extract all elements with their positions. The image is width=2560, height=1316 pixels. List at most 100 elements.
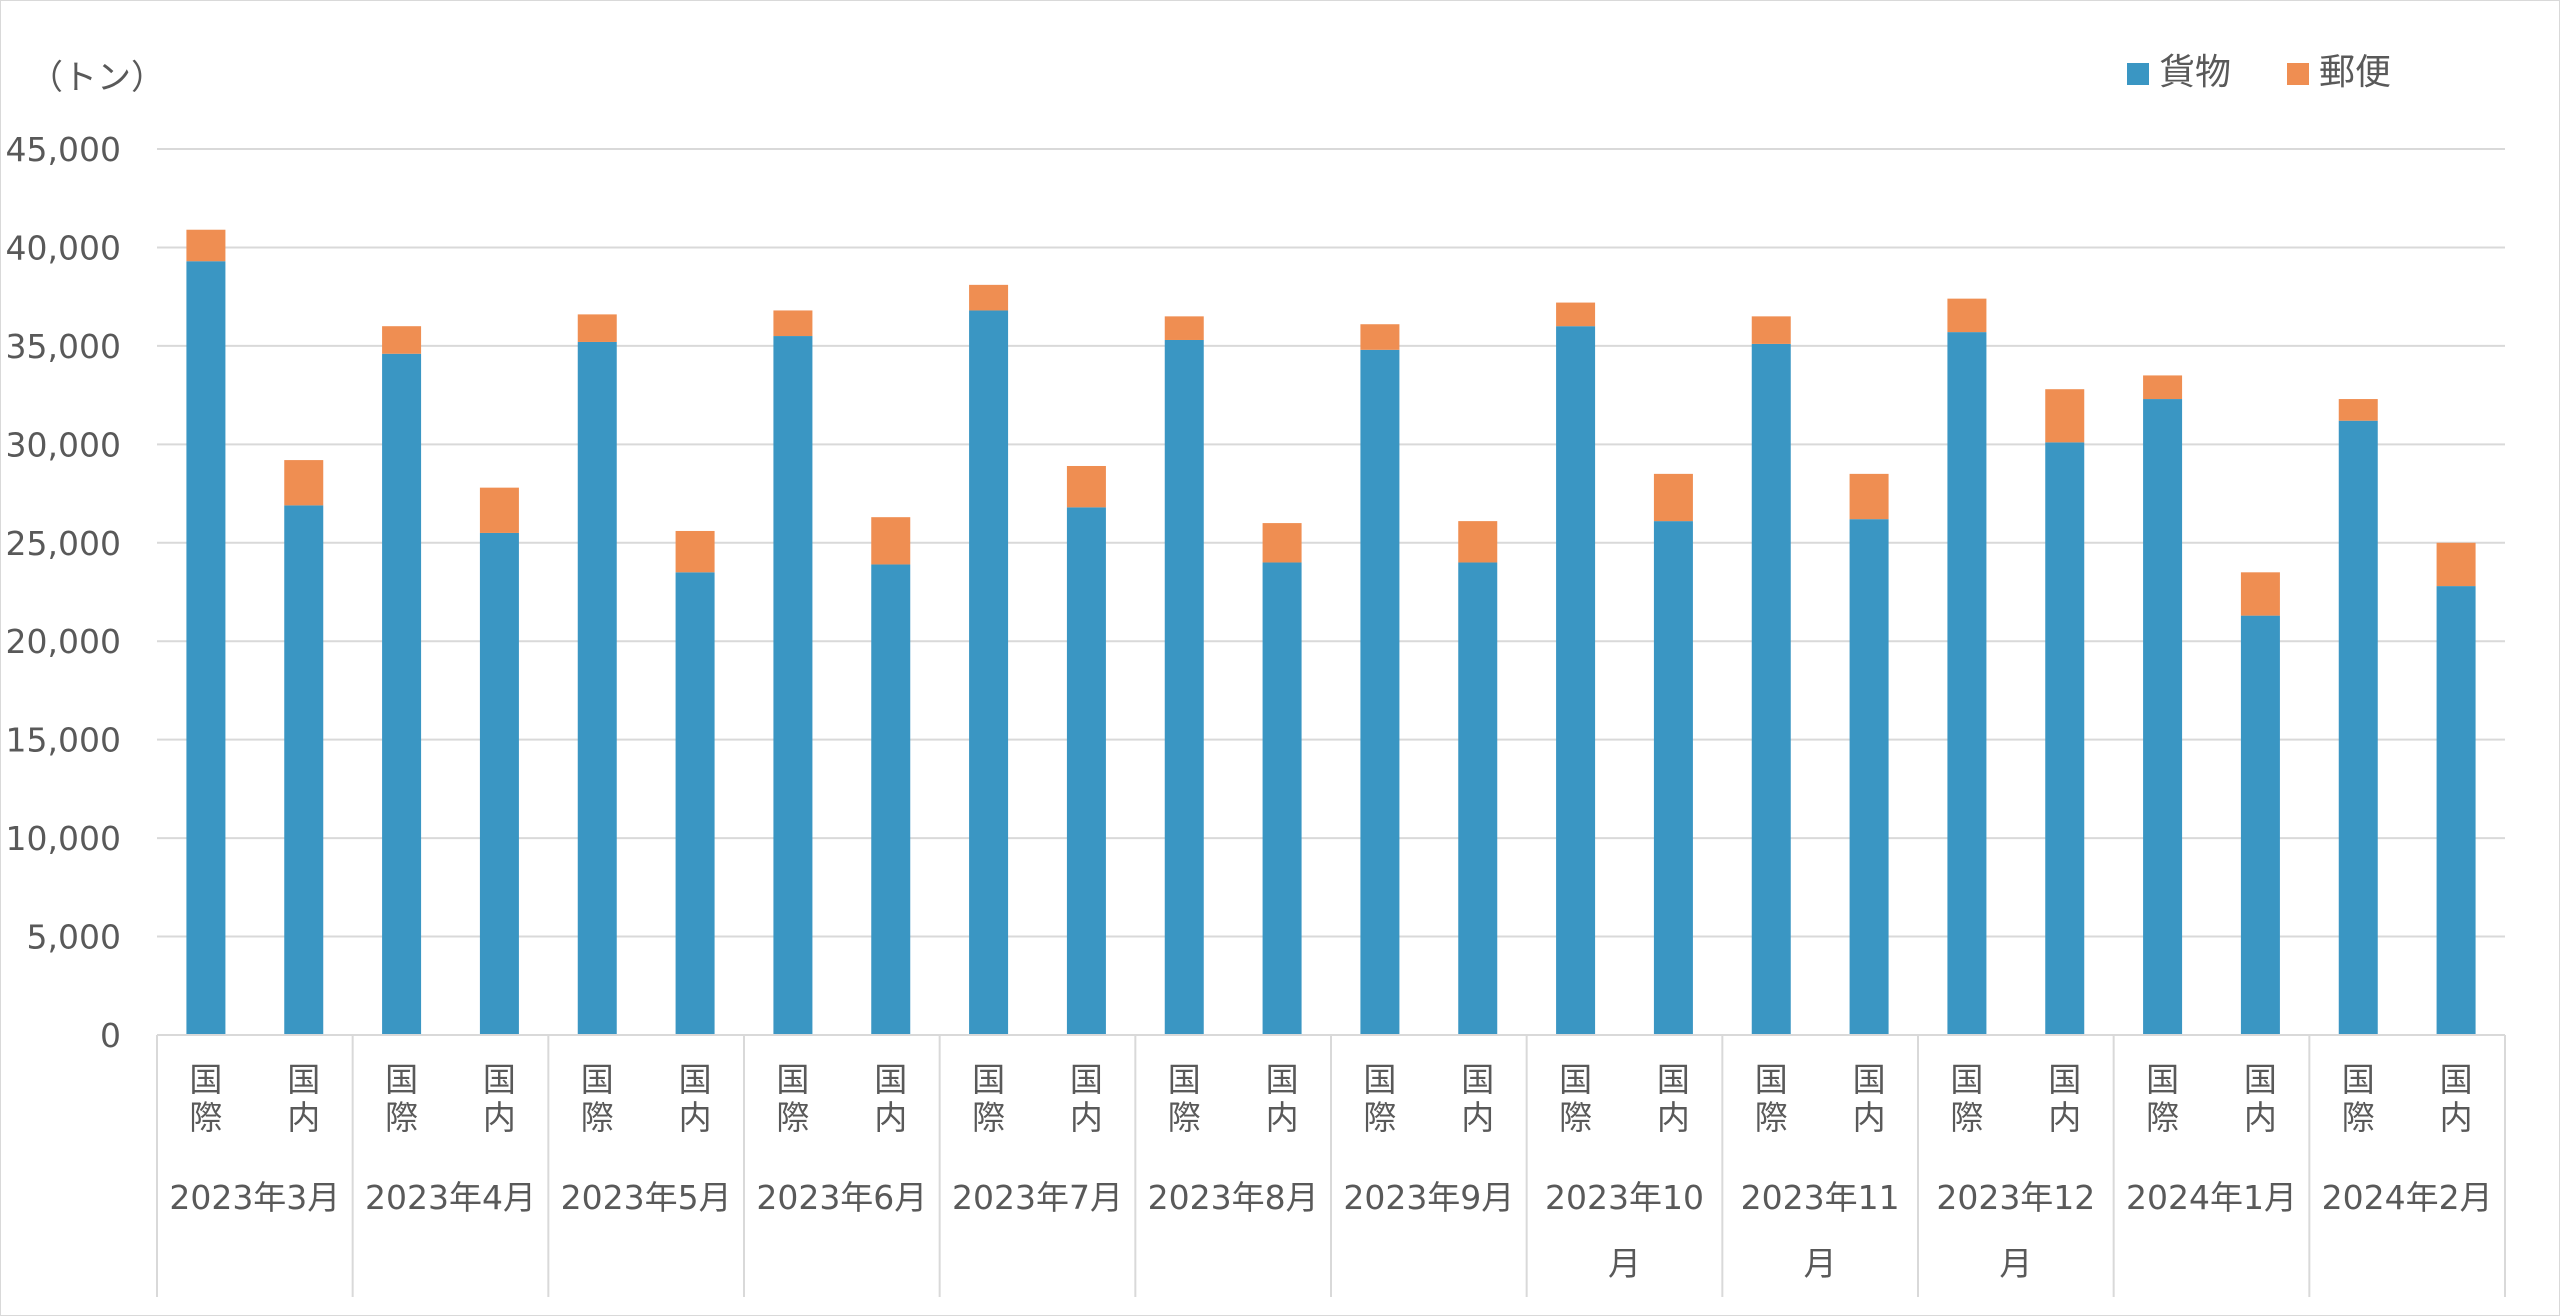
x-subcategory-label: 国 xyxy=(581,1060,614,1099)
x-subcategory-label: 国 xyxy=(2440,1060,2473,1099)
bar-cargo xyxy=(2240,615,2280,1035)
x-subcategory-label: 際 xyxy=(1950,1098,1983,1137)
y-tick-label: 20,000 xyxy=(6,622,121,661)
x-group-label: 2023年5月 xyxy=(561,1178,732,1217)
y-tick-label: 40,000 xyxy=(6,228,121,267)
bars xyxy=(186,229,2476,1036)
bar-mail xyxy=(2143,375,2183,400)
x-subcategory-label: 内 xyxy=(1070,1098,1103,1137)
bar-cargo xyxy=(2045,442,2085,1035)
y-axis: 0 5,000 10,000 15,000 20,000 25,000 30,000 35,0… xyxy=(6,130,121,1055)
bar-mail xyxy=(675,530,715,573)
legend: 貨物 郵便 xyxy=(2127,52,2391,93)
y-tick-label: 30,000 xyxy=(6,425,121,464)
bar-cargo xyxy=(1947,332,1987,1035)
y-tick-label: 25,000 xyxy=(6,524,121,563)
legend-label-cargo: 貨物 xyxy=(2159,52,2231,93)
bar-mail xyxy=(1751,316,1791,344)
x-subcategory-label: 国 xyxy=(1559,1060,1592,1099)
x-subcategory-label: 国 xyxy=(1755,1060,1788,1099)
bar-mail xyxy=(2045,389,2085,443)
bar-cargo xyxy=(871,564,911,1035)
bar-mail xyxy=(773,310,813,337)
x-subcategory-label: 国 xyxy=(385,1060,418,1099)
x-subcategory-label: 国 xyxy=(1363,1060,1396,1099)
bar-cargo xyxy=(382,353,422,1036)
bar-cargo xyxy=(2143,399,2183,1035)
y-tick-label: 35,000 xyxy=(6,327,121,366)
bar-mail xyxy=(186,229,226,262)
bar-cargo xyxy=(1849,519,1889,1035)
bar-cargo xyxy=(577,341,617,1035)
x-subcategory-label: 国 xyxy=(1950,1060,1983,1099)
x-subcategory-label: 内 xyxy=(483,1098,516,1137)
bar-cargo xyxy=(773,336,813,1035)
x-subcategory-label: 国 xyxy=(2342,1060,2375,1099)
bar-mail xyxy=(2338,399,2378,421)
y-tick-label: 0 xyxy=(100,1016,121,1055)
bar-mail xyxy=(1849,473,1889,520)
x-group-label: 2023年8月 xyxy=(1148,1178,1319,1217)
bar-mail xyxy=(284,460,324,506)
x-subcategory-label: 内 xyxy=(2048,1098,2081,1137)
bar-cargo xyxy=(1751,343,1791,1035)
bar-cargo xyxy=(1262,562,1302,1035)
x-subcategory-label: 内 xyxy=(1657,1098,1690,1137)
y-tick-label: 10,000 xyxy=(6,819,121,858)
x-subcategory-label: 国 xyxy=(972,1060,1005,1099)
x-group-label: 2023年11 xyxy=(1741,1178,1900,1217)
x-subcategory-label: 際 xyxy=(189,1098,222,1137)
x-subcategory-label: 際 xyxy=(2342,1098,2375,1137)
y-tick-label: 5,000 xyxy=(27,918,121,957)
bar-cargo xyxy=(1556,326,1596,1035)
x-subcategory-label: 内 xyxy=(1461,1098,1494,1137)
x-subcategory-label: 際 xyxy=(1363,1098,1396,1137)
bar-cargo xyxy=(1458,562,1498,1035)
x-group-label: 2024年2月 xyxy=(2322,1178,2493,1217)
x-subcategory-label: 国 xyxy=(483,1060,516,1099)
x-subcategory-label: 国 xyxy=(2244,1060,2277,1099)
x-subcategory-label: 国 xyxy=(776,1060,809,1099)
bar-cargo xyxy=(284,505,324,1035)
x-subcategory-label: 内 xyxy=(1853,1098,1886,1137)
x-subcategory-label: 際 xyxy=(1559,1098,1592,1137)
x-subcategory-label: 内 xyxy=(679,1098,712,1137)
bar-cargo xyxy=(675,572,715,1035)
gridlines xyxy=(157,148,2505,938)
bar-mail xyxy=(1360,324,1400,350)
x-subcategory-label: 国 xyxy=(2048,1060,2081,1099)
x-group-label: 2023年9月 xyxy=(1343,1178,1514,1217)
x-group-label: 月 xyxy=(1804,1244,1837,1283)
legend-swatch-mail xyxy=(2287,63,2309,85)
x-group-label: 2024年1月 xyxy=(2126,1178,2297,1217)
x-group-label: 2023年6月 xyxy=(756,1178,927,1217)
unit-label: （トン） xyxy=(29,58,165,98)
x-subcategory-label: 際 xyxy=(776,1098,809,1137)
bar-cargo xyxy=(1164,339,1204,1036)
x-subcategory-label: 国 xyxy=(1657,1060,1690,1099)
bar-mail xyxy=(577,314,617,342)
x-subcategory-label: 国 xyxy=(1461,1060,1494,1099)
x-subcategory-label: 際 xyxy=(972,1098,1005,1137)
x-subcategory-label: 国 xyxy=(874,1060,907,1099)
x-subcategory-label: 国 xyxy=(679,1060,712,1099)
legend-label-mail: 郵便 xyxy=(2319,52,2391,93)
x-subcategory-label: 国 xyxy=(287,1060,320,1099)
x-subcategory-label: 国 xyxy=(1266,1060,1299,1099)
x-group-label: 2023年3月 xyxy=(169,1178,340,1217)
x-subcategory-label: 際 xyxy=(1168,1098,1201,1137)
bar-cargo xyxy=(969,310,1009,1036)
bar-mail xyxy=(1066,465,1106,508)
x-subcategory-label: 内 xyxy=(287,1098,320,1137)
bar-mail xyxy=(1947,298,1987,333)
y-tick-label: 45,000 xyxy=(6,130,121,169)
x-subcategory-label: 際 xyxy=(2146,1098,2179,1137)
x-subcategory-label: 内 xyxy=(874,1098,907,1137)
bar-cargo xyxy=(1066,507,1106,1035)
bar-mail xyxy=(871,517,911,565)
bar-cargo xyxy=(1653,521,1693,1035)
x-group-label: 2023年4月 xyxy=(365,1178,536,1217)
x-subcategory-label: 国 xyxy=(189,1060,222,1099)
bar-mail xyxy=(382,326,422,354)
